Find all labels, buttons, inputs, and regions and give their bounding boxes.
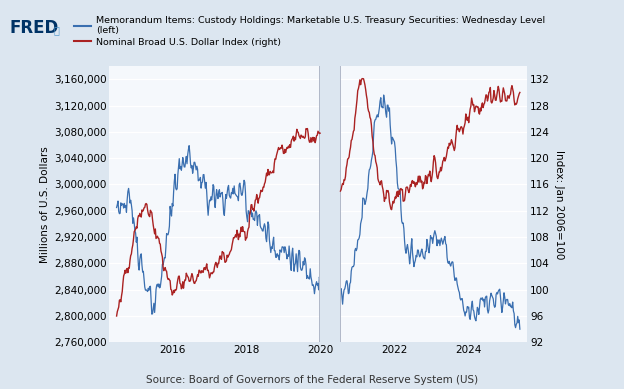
Y-axis label: Millions of U.S. Dollars: Millions of U.S. Dollars xyxy=(40,146,50,263)
Bar xyxy=(319,66,341,342)
Text: FRED: FRED xyxy=(9,19,59,37)
Legend: Memorandum Items: Custody Holdings: Marketable U.S. Treasury Securities: Wednesd: Memorandum Items: Custody Holdings: Mark… xyxy=(71,12,548,50)
Text: 〜: 〜 xyxy=(53,25,59,35)
Y-axis label: Index: Jan 2006=100: Index: Jan 2006=100 xyxy=(554,149,564,259)
Text: Source: Board of Governors of the Federal Reserve System (US): Source: Board of Governors of the Federa… xyxy=(146,375,478,385)
